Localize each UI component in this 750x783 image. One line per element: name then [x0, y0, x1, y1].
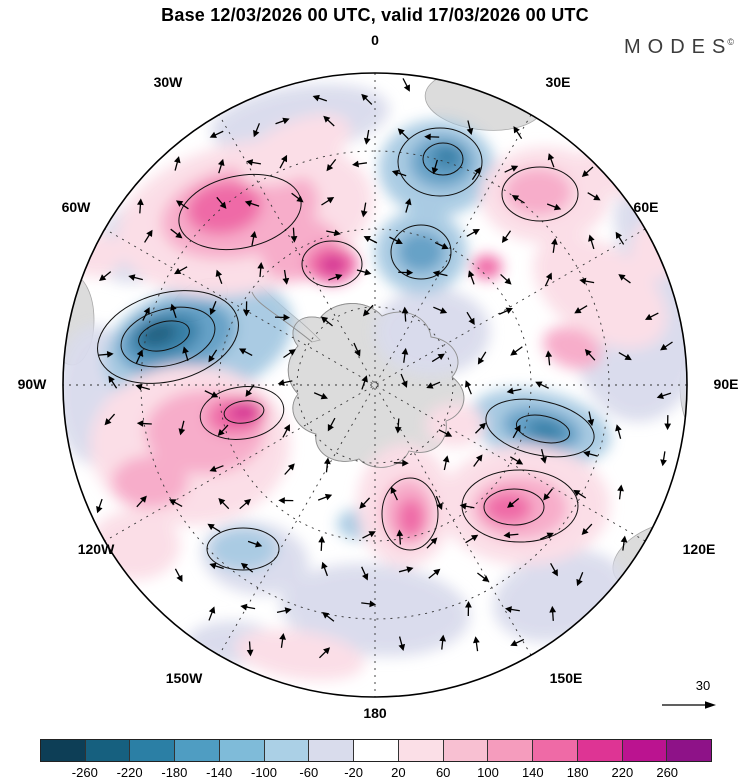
anomaly-contours	[97, 127, 595, 571]
meridian-label-90e: 90E	[713, 376, 739, 392]
colorbar	[40, 739, 712, 762]
colorbar-segment	[397, 740, 443, 761]
colorbar-tick-label: 180	[566, 765, 589, 780]
colorbar-tick-label: -20	[344, 765, 363, 780]
coastline-outline	[251, 291, 465, 468]
colorbar-segment	[532, 740, 577, 761]
colorbar-ticks: -260 -220 -180 -140 -100 -60 -20 20 60 100 140 180 2…	[40, 765, 712, 781]
meridian-label-90w: 90W	[17, 376, 47, 392]
colorbar-tick-label: 140	[521, 765, 544, 780]
meridian-label-60e: 60E	[633, 199, 659, 215]
meridian-label-60w: 60W	[61, 199, 91, 215]
colorbar-segment	[129, 740, 175, 761]
colorbar-segment	[666, 740, 712, 761]
colorbar-segment	[353, 740, 398, 761]
meridian-label-0: 0	[371, 32, 379, 48]
colorbar-tick-label: -60	[299, 765, 319, 780]
meridian-label-120e: 120E	[682, 541, 716, 557]
colorbar-tick-label: 260	[656, 765, 679, 780]
colorbar-segment	[442, 740, 488, 761]
colorbar-segment	[576, 740, 622, 761]
colorbar-tick-label: -180	[161, 765, 188, 780]
grid-lines	[63, 73, 687, 697]
meridian-label-150e: 150E	[549, 670, 583, 686]
colorbar-segment	[621, 740, 667, 761]
modes-logo: MODES©	[624, 36, 734, 59]
page-title: Base 12/03/2026 00 UTC, valid 17/03/2026…	[161, 5, 589, 25]
colorbar-tick-label: -100	[250, 765, 278, 780]
polar-map-plot	[62, 72, 688, 698]
meridian-label-150w: 150W	[165, 670, 203, 686]
colorbar-tick-label: 220	[611, 765, 634, 780]
colorbar-tick-label: -220	[116, 765, 143, 780]
meridian-label-120w: 120W	[77, 541, 115, 557]
colorbar-tick-label: 60	[435, 765, 451, 780]
colorbar-tick-label: -140	[206, 765, 233, 780]
colorbar-segment	[41, 740, 85, 761]
reference-arrow-label: 30	[695, 678, 711, 693]
colorbar-segment	[84, 740, 130, 761]
meridian-label-30w: 30W	[153, 74, 183, 90]
colorbar-segment	[308, 740, 354, 761]
logo-mark: ©	[727, 37, 734, 48]
colorbar-segment	[263, 740, 309, 761]
meridian-label-180: 180	[363, 705, 387, 721]
meridian-label-30e: 30E	[545, 74, 571, 90]
wind-vectors	[96, 78, 673, 659]
colorbar-segment	[174, 740, 219, 761]
colorbar-tick-label: -260	[71, 765, 98, 780]
colorbar-tick-label: 20	[391, 765, 406, 780]
colorbar-tick-label: 100	[477, 765, 499, 780]
logo-text: MODES	[624, 36, 733, 58]
colorbar-segment	[487, 740, 533, 761]
reference-arrow-icon	[662, 701, 716, 709]
map-boundary	[62, 72, 688, 698]
colorbar-segment	[218, 740, 264, 761]
